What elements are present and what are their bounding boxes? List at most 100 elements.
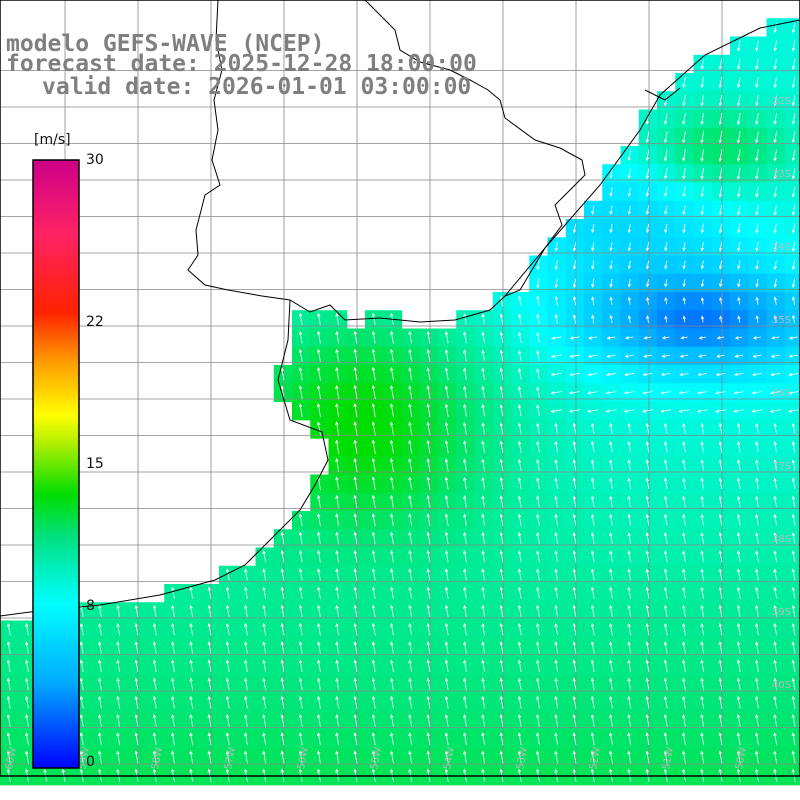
wind-arrow (590, 732, 595, 746)
wind-arrow (554, 295, 558, 306)
wind-arrow (517, 404, 522, 417)
wind-arrow (207, 677, 212, 691)
wind-arrow (645, 441, 650, 453)
wind-arrow (700, 205, 704, 216)
wind-arrow (755, 223, 759, 234)
wind-arrow (353, 714, 358, 727)
wind-arrow (788, 391, 799, 395)
colorbar-unit: [m/s] (34, 132, 71, 148)
wind-arrow (390, 641, 394, 654)
wind-arrow (317, 312, 321, 326)
wind-arrow (664, 315, 668, 323)
wind-arrow (663, 550, 668, 563)
wind-arrow (499, 422, 504, 435)
colorbar-ramp (32, 159, 80, 769)
wind-arrow (98, 677, 102, 691)
wind-arrow (773, 260, 777, 270)
wind-arrow (298, 349, 303, 362)
wind-arrow (189, 750, 194, 764)
wind-arrow (536, 677, 540, 691)
wind-arrow (426, 458, 431, 472)
wind-arrow (390, 330, 394, 344)
wind-arrow (663, 441, 668, 453)
wind-arrow (353, 494, 358, 509)
wind-arrow (189, 659, 194, 672)
wind-arrow (554, 513, 558, 526)
wind-arrow (426, 349, 431, 362)
wind-arrow (550, 354, 562, 358)
wind-arrow (6, 714, 11, 727)
wind-arrow (682, 568, 686, 581)
wind-arrow (663, 677, 668, 691)
wind-arrow (353, 531, 358, 545)
wind-arrow (733, 372, 744, 377)
lat-label-40S: 40S (772, 680, 791, 691)
wind-arrow (79, 750, 84, 764)
wind-arrow (408, 458, 413, 472)
wind-arrow (755, 278, 759, 288)
wind-arrow (682, 422, 686, 435)
wind-arrow (572, 732, 577, 746)
wind-arrow (609, 314, 613, 324)
wind-arrow (317, 623, 321, 636)
wind-arrow (700, 422, 704, 435)
wind-arrow (660, 372, 671, 377)
wind-arrow (627, 242, 632, 252)
wind-arrow (773, 149, 777, 162)
wind-arrow (317, 641, 321, 654)
wind-arrow (371, 641, 376, 654)
wind-arrow (426, 439, 431, 454)
wind-arrow (390, 750, 394, 764)
wind-arrow (280, 586, 285, 599)
wind-arrow (189, 695, 194, 709)
wind-arrow (718, 149, 723, 162)
wind-arrow (609, 168, 613, 179)
wind-arrow (590, 659, 595, 672)
wind-arrow (663, 750, 668, 764)
wind-cell (784, 91, 800, 111)
wind-arrow (770, 372, 781, 377)
wind-arrow (697, 391, 708, 395)
wind-arrow (645, 260, 650, 270)
wind-arrow (678, 409, 690, 413)
wind-arrow (664, 242, 668, 252)
wind-arrow (646, 296, 650, 305)
wind-arrow (554, 568, 558, 581)
wind-arrow (554, 550, 558, 563)
wind-arrow (700, 297, 705, 305)
wind-arrow (700, 95, 704, 107)
wind-arrow (700, 130, 705, 144)
wind-cell (784, 693, 800, 713)
wind-arrow (244, 750, 248, 764)
wind-arrow (463, 568, 467, 581)
wind-arrow (116, 695, 121, 709)
wind-arrow (244, 604, 248, 618)
wind-arrow (554, 604, 559, 618)
wind-arrow (609, 187, 613, 197)
wind-arrow (700, 604, 705, 618)
wind-arrow (6, 659, 11, 672)
wind-arrow (152, 659, 157, 672)
wind-arrow (444, 458, 449, 472)
wind-arrow (335, 476, 340, 491)
wind-arrow (625, 336, 634, 340)
wind-arrow (262, 568, 267, 581)
wind-arrow (463, 422, 467, 435)
wind-arrow (755, 568, 759, 581)
lat-lon-grid (0, 0, 800, 776)
wind-arrow (189, 604, 194, 618)
wind-arrow (189, 641, 194, 654)
wind-cell (784, 565, 800, 585)
wind-arrow (609, 604, 613, 618)
wind-arrow (663, 714, 668, 727)
wind-arrow (134, 623, 139, 636)
wind-arrow (444, 421, 449, 436)
wind-arrow (590, 477, 595, 490)
wind-arrow (463, 550, 467, 563)
wind-arrow (481, 641, 486, 654)
wind-arrow (371, 513, 376, 527)
wind-arrow (353, 330, 358, 344)
wind-arrow (517, 349, 522, 362)
map-border (0, 0, 800, 777)
wind-arrow (390, 476, 394, 491)
